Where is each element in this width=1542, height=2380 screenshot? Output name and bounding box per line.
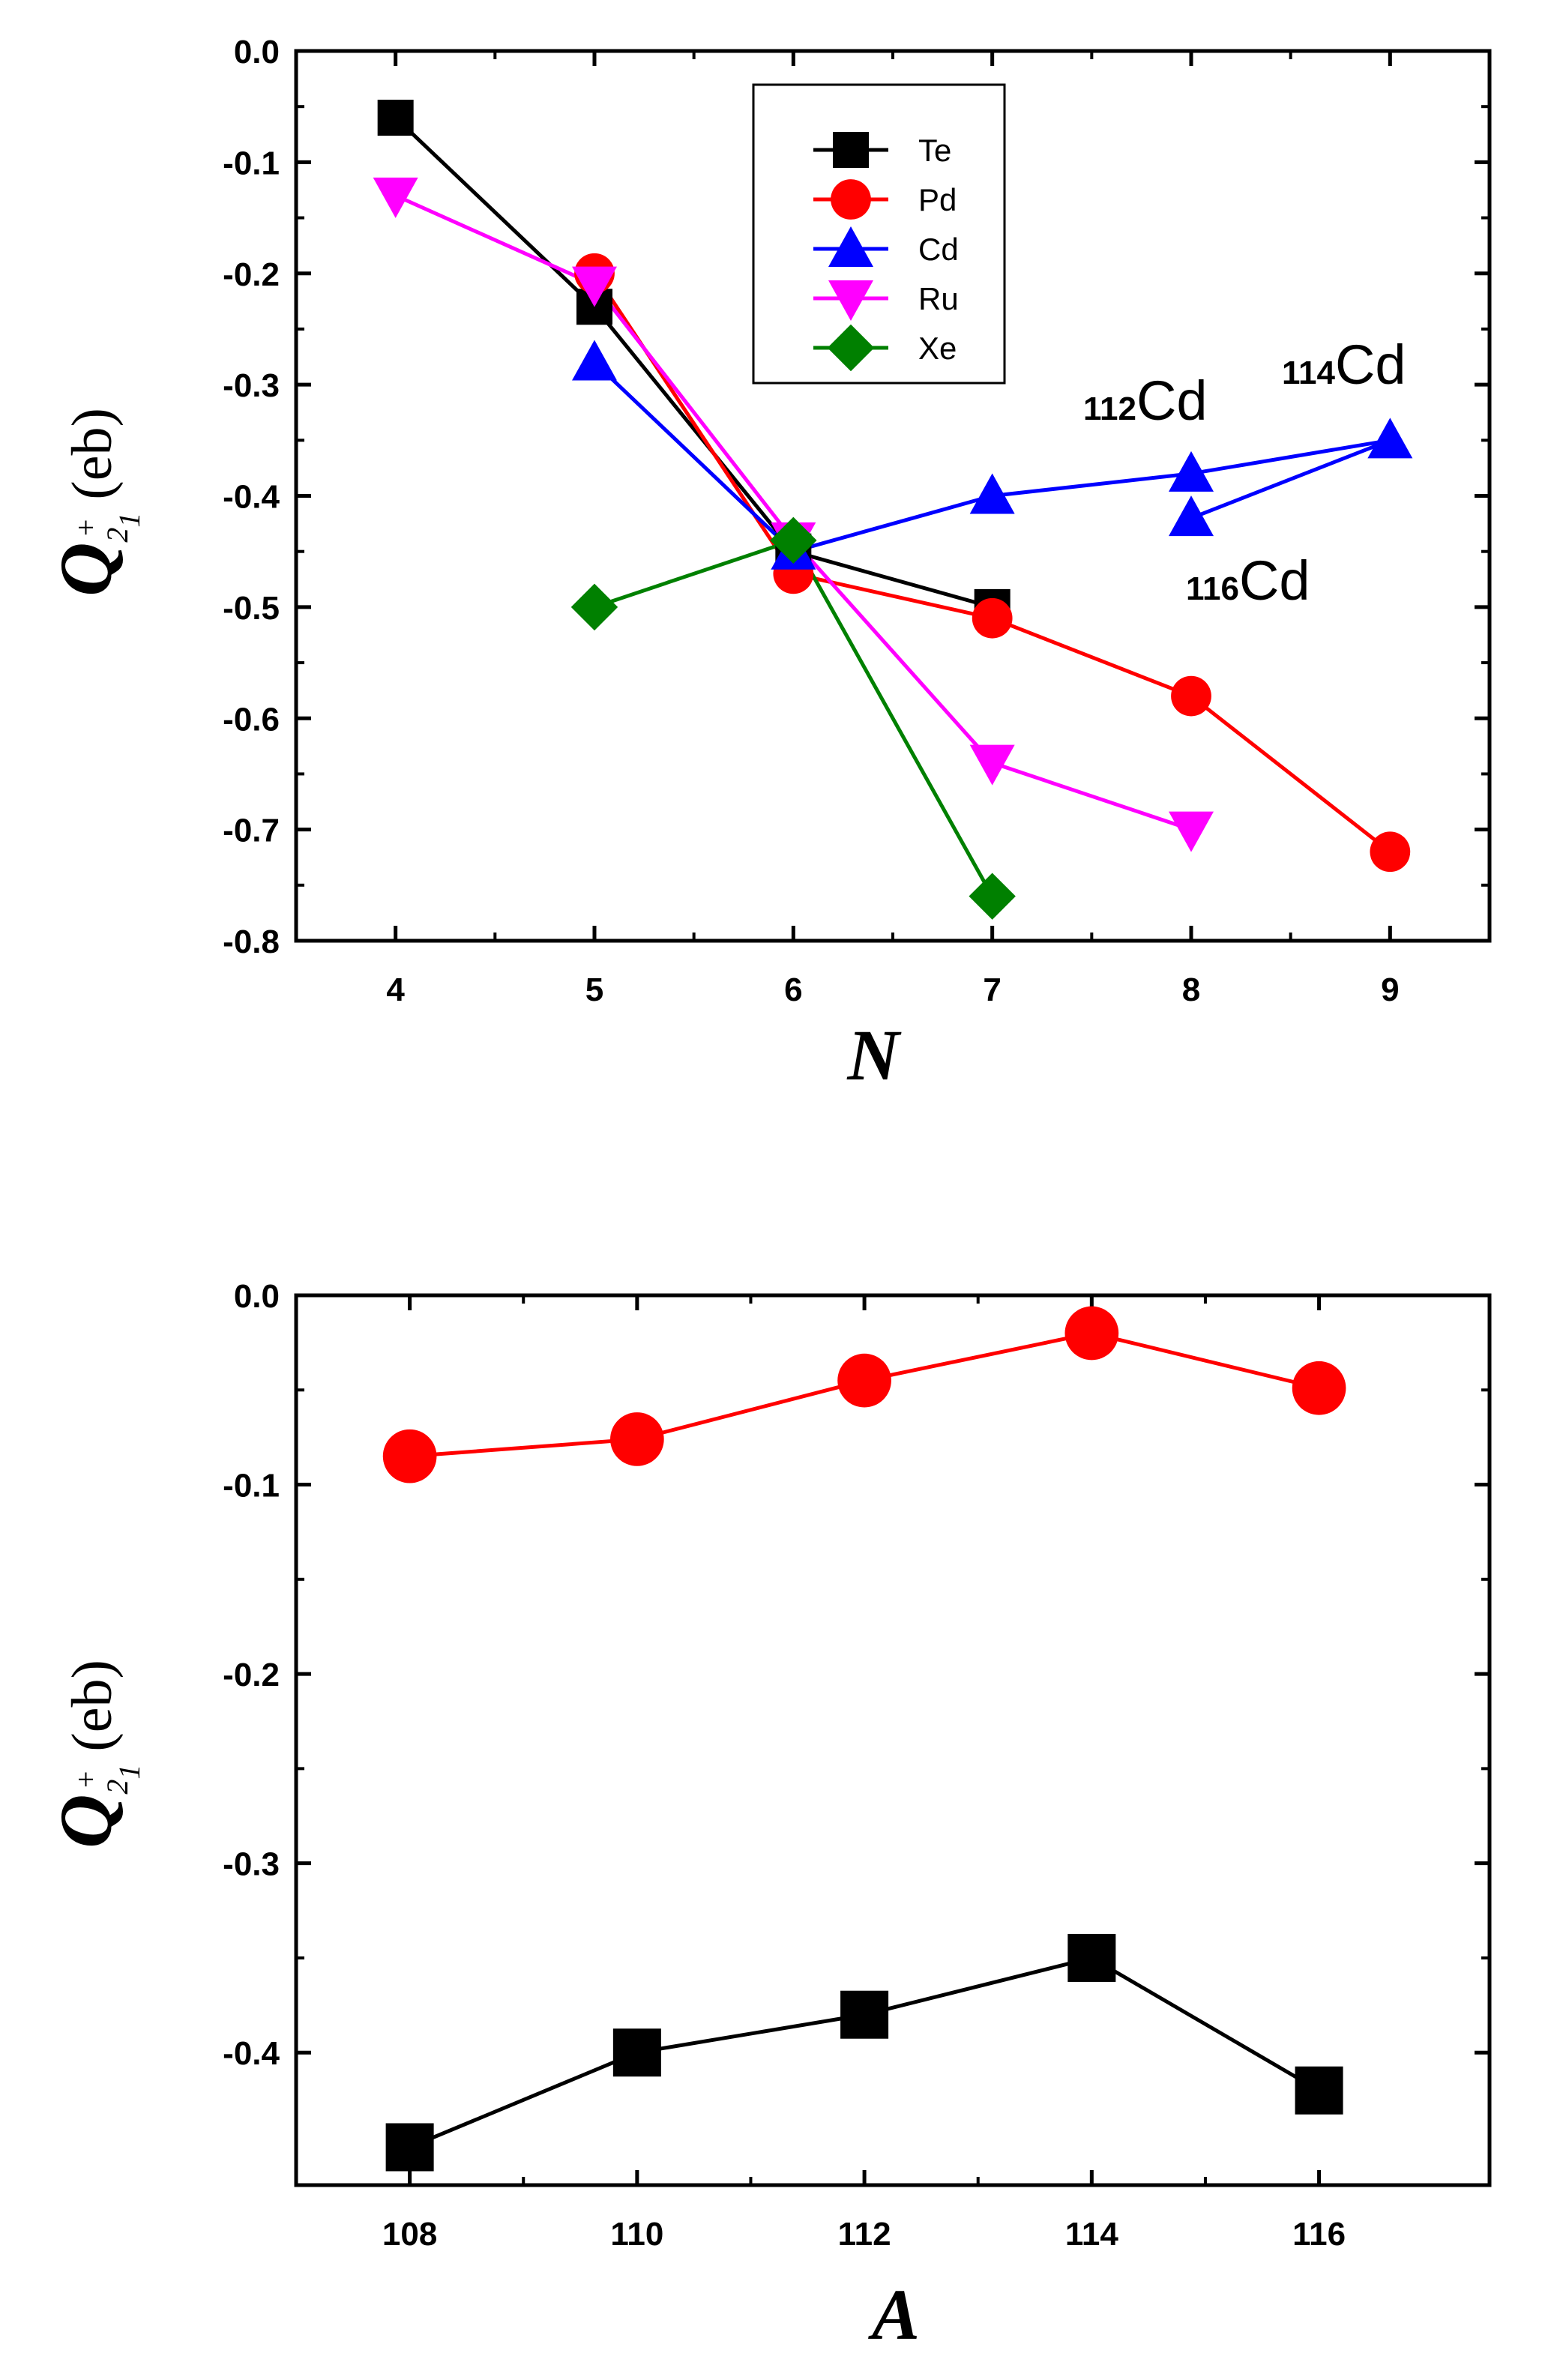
bottom-series-black-point (1067, 1933, 1116, 1982)
bottom-series-red-point (1292, 1361, 1346, 1415)
bottom-series-red-point (610, 1412, 664, 1466)
annotation-112cd: 112Cd (1083, 370, 1208, 432)
legend-marker-ru (828, 280, 873, 321)
top-x-tick-label: 8 (1182, 971, 1200, 1008)
top-x-tick-label: 6 (784, 971, 802, 1008)
legend-label-te: Te (918, 133, 951, 168)
top-plot-frame (294, 49, 1492, 943)
bottom-x-tick-label: 110 (610, 2216, 663, 2253)
top-series-cd-point (1169, 495, 1214, 537)
bottom-chart: 108 110 112 114 116 0.0 -0.1 -0.2 -0.3 -0.4 A Q21… (44, 1278, 1492, 2355)
top-series-cd-point (1169, 451, 1214, 492)
top-series-ru-point (572, 266, 617, 307)
bottom-series-black-point (612, 2028, 661, 2077)
top-y-tick-label: -0.6 (223, 701, 280, 738)
top-series-te-line (394, 116, 993, 609)
bottom-y-tick-label: -0.3 (223, 1846, 280, 1883)
annotation-114cd: 114Cd (1282, 334, 1406, 396)
legend-label-ru: Ru (918, 281, 959, 316)
bottom-series-black-point (1295, 2066, 1343, 2115)
top-y-axis-label: Q21+(eb) (44, 408, 146, 597)
legend-box (752, 83, 1006, 385)
legend-marker-xe (827, 324, 875, 372)
top-x-tick-label: 4 (386, 971, 405, 1008)
bottom-series-red-point (837, 1353, 891, 1408)
bottom-x-axis-label: A (868, 2274, 920, 2355)
svg-text:Q21+(eb): Q21+(eb) (44, 408, 146, 597)
legend-label-xe: Xe (918, 331, 957, 366)
top-series-ru-point (1169, 811, 1214, 852)
bottom-x-tick-label: 112 (838, 2216, 891, 2253)
top-chart: 4 5 6 7 8 9 0.0 -0.1 -0.2 -0.3 -0.4 -0.5 -0.6 -0.7 -0.… (44, 34, 1492, 1095)
top-series-pd-point (972, 597, 1013, 639)
bottom-series-black-line (409, 1956, 1320, 2149)
top-series-ru-point (969, 744, 1015, 786)
top-x-axis-label: N (846, 1015, 902, 1095)
top-series-xe-point (969, 873, 1016, 920)
bottom-y-tick-label: -0.2 (223, 1657, 280, 1693)
bottom-series-black-point (840, 1990, 889, 2039)
annotation-116cd: 116Cd (1186, 549, 1310, 612)
top-y-tick-label: -0.1 (223, 145, 280, 181)
legend: Te Pd Cd Ru Xe (752, 83, 1006, 385)
top-series-cd-line (593, 361, 1392, 554)
bottom-y-tick-label: 0.0 (234, 1278, 280, 1315)
bottom-x-tick-label: 108 (382, 2216, 437, 2253)
top-y-tick-label: 0.0 (234, 34, 280, 70)
top-y-tick-label: -0.5 (223, 590, 280, 627)
top-series-ru-point (373, 177, 418, 218)
legend-label-pd: Pd (918, 182, 957, 217)
legend-marker-te (833, 132, 869, 168)
bottom-series-black-point (385, 2123, 434, 2172)
top-x-tick-label: 7 (983, 971, 1001, 1008)
top-y-tick-label: -0.8 (223, 924, 280, 960)
bottom-y-tick-label: -0.4 (223, 2035, 280, 2072)
svg-text:Q21+(eb): Q21+(eb) (44, 1660, 146, 1849)
bottom-plot-frame (294, 1293, 1492, 2187)
top-y-tick-label: -0.7 (223, 813, 280, 849)
top-series-xe-point (770, 516, 817, 564)
bottom-series-red-point (382, 1429, 437, 1483)
top-series-xe-point (570, 583, 618, 631)
top-y-tick-label: -0.4 (223, 479, 280, 516)
bottom-x-tick-label: 116 (1292, 2216, 1346, 2253)
top-series-cd-point (969, 473, 1015, 514)
legend-marker-cd (828, 226, 873, 267)
top-y-tick-label: -0.3 (223, 367, 280, 404)
top-series-pd-point (1370, 831, 1411, 873)
top-series-te-point (377, 100, 414, 136)
bottom-x-tick-label: 114 (1065, 2216, 1119, 2253)
legend-marker-pd (831, 179, 871, 220)
bottom-series-red-point (1064, 1306, 1119, 1361)
bottom-y-axis-label: Q21+(eb) (44, 1660, 146, 1849)
top-series-pd-point (1171, 675, 1211, 717)
top-x-tick-label: 5 (585, 971, 603, 1008)
bottom-y-tick-label: -0.1 (223, 1468, 280, 1504)
legend-label-cd: Cd (918, 232, 959, 267)
top-series-cd-point (1367, 418, 1413, 459)
top-x-tick-label: 9 (1381, 971, 1399, 1008)
top-series-cd-point (572, 340, 617, 381)
top-y-tick-label: -0.2 (223, 256, 280, 293)
